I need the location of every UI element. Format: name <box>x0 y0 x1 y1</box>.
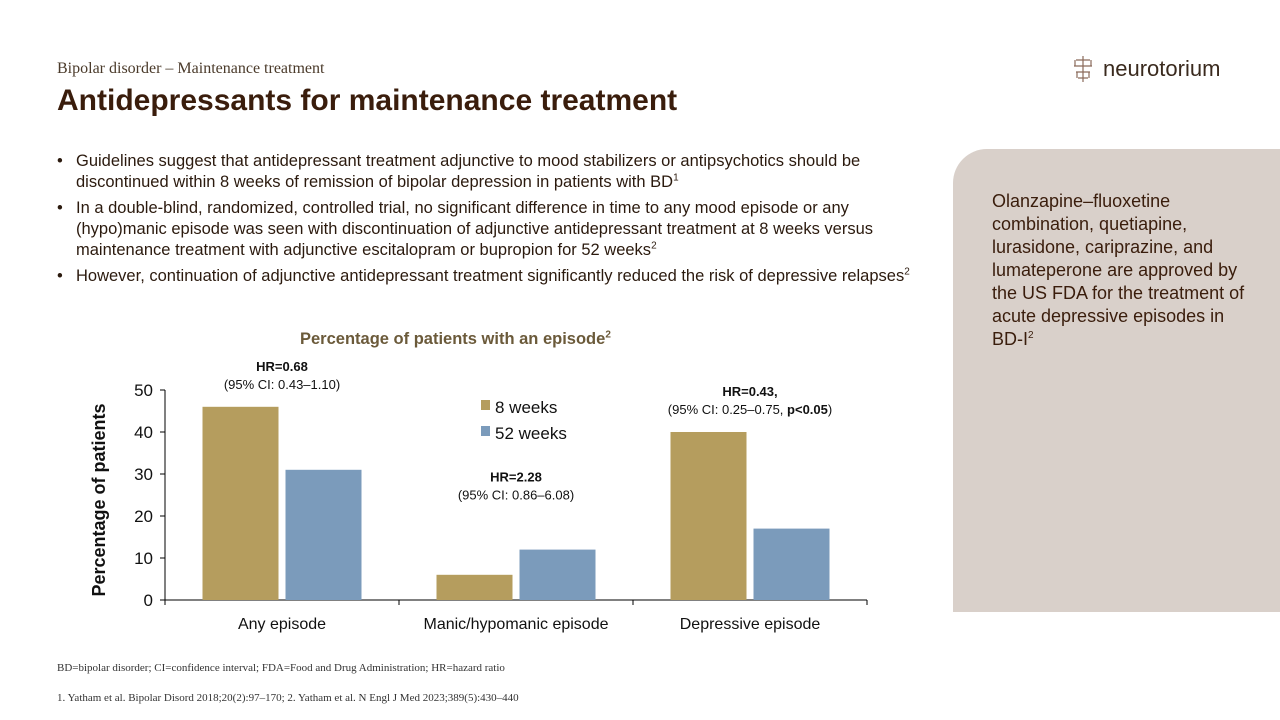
y-tick-label: 20 <box>134 507 153 526</box>
ci-label: (95% CI: 0.43–1.10) <box>224 377 340 392</box>
bar-8-weeks <box>436 574 513 600</box>
side-panel <box>953 149 1280 612</box>
bar-8-weeks <box>670 432 747 600</box>
references: 1. Yatham et al. Bipolar Disord 2018;20(… <box>57 692 519 704</box>
ci-label: (95% CI: 0.25–0.75, p<0.05) <box>668 402 832 417</box>
bullet-item: In a double-blind, randomized, controlle… <box>57 198 937 261</box>
neurotorium-logo-icon <box>1074 56 1092 82</box>
bar-8-weeks <box>202 406 279 600</box>
legend-swatch <box>481 426 490 436</box>
logo-text: neurotorium <box>1103 56 1221 81</box>
y-tick-label: 0 <box>144 591 153 610</box>
x-tick-label: Depressive episode <box>680 616 821 633</box>
y-tick-label: 40 <box>134 423 153 442</box>
x-tick-label: Manic/hypomanic episode <box>424 616 609 633</box>
y-tick-label: 30 <box>134 465 153 484</box>
abbreviations: BD=bipolar disorder; CI=confidence inter… <box>57 662 505 674</box>
bullet-item: However, continuation of adjunctive anti… <box>57 266 937 287</box>
side-panel-text: Olanzapine–fluoxetine combination, queti… <box>992 191 1245 349</box>
section-label: Bipolar disorder – Maintenance treatment <box>57 60 325 77</box>
hr-label: HR=0.68 <box>256 359 308 374</box>
legend-swatch <box>481 400 490 410</box>
hr-label: HR=0.43, <box>722 384 777 399</box>
chart-title: Percentage of patients with an episode2 <box>300 329 611 348</box>
legend-label: 52 weeks <box>495 424 567 443</box>
logo: neurotorium <box>1071 54 1220 84</box>
x-tick-label: Any episode <box>238 616 326 633</box>
legend-label: 8 weeks <box>495 398 557 417</box>
ci-label: (95% CI: 0.86–6.08) <box>458 488 574 503</box>
bar-52-weeks <box>519 549 596 600</box>
page-title: Antidepressants for maintenance treatmen… <box>57 84 678 117</box>
bar-52-weeks <box>753 528 830 600</box>
y-tick-label: 50 <box>134 381 153 400</box>
bar-52-weeks <box>285 469 362 600</box>
y-tick-label: 10 <box>134 549 153 568</box>
bullet-item: Guidelines suggest that antidepressant t… <box>57 151 937 193</box>
bullet-list: Guidelines suggest that antidepressant t… <box>57 151 937 292</box>
hr-label: HR=2.28 <box>490 470 542 485</box>
y-axis-label: Percentage of patients <box>89 403 109 596</box>
